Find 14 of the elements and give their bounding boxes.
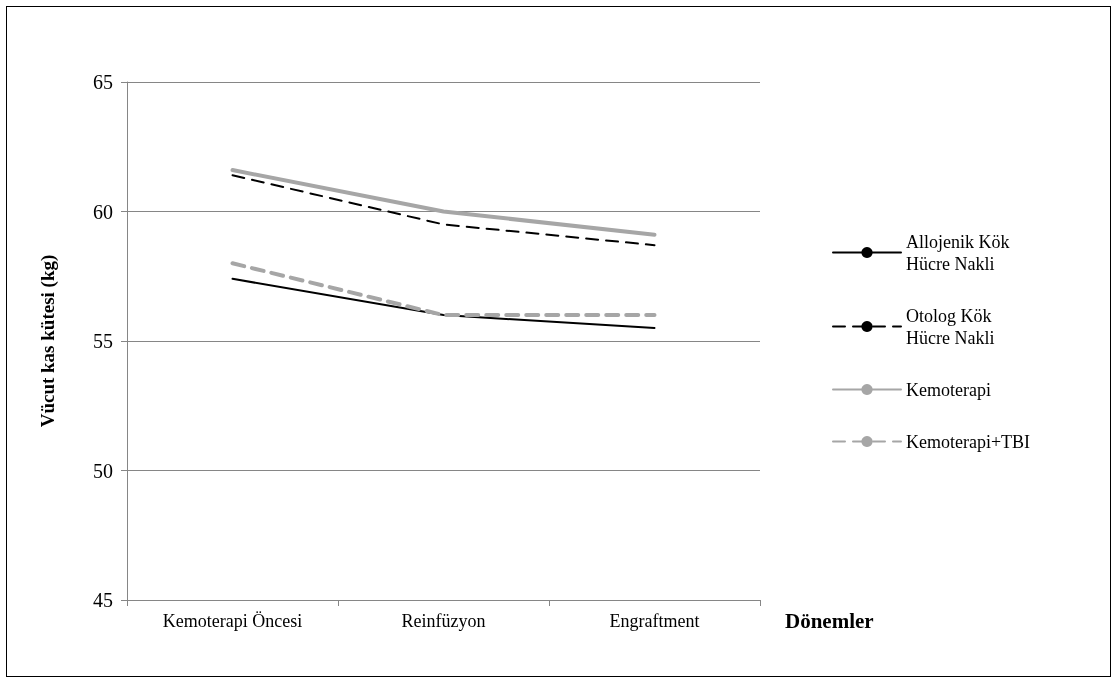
y-axis-title: Vücut kas kütesi (kg) <box>37 254 59 428</box>
y-tick-label: 45 <box>93 589 113 611</box>
y-tick-label: 60 <box>93 200 113 223</box>
x-tick-label: Engraftment <box>609 611 700 631</box>
y-tick-label: 65 <box>93 71 113 93</box>
legend-label: Kemoterapi <box>906 379 991 400</box>
x-axis-title: Dönemler <box>785 608 874 633</box>
y-tick-label: 50 <box>93 459 113 482</box>
x-tick-label: Reinfüzyon <box>401 611 486 631</box>
legend-label: Allojenik Kök Hücre Nakli <box>906 231 1014 274</box>
x-tick-label: Kemoterapi Öncesi <box>162 611 303 631</box>
legend-label: Otolog Kök Hücre Nakli <box>906 305 996 348</box>
legend-label: Kemoterapi+TBI <box>906 431 1031 452</box>
y-tick-label: 55 <box>93 330 113 352</box>
